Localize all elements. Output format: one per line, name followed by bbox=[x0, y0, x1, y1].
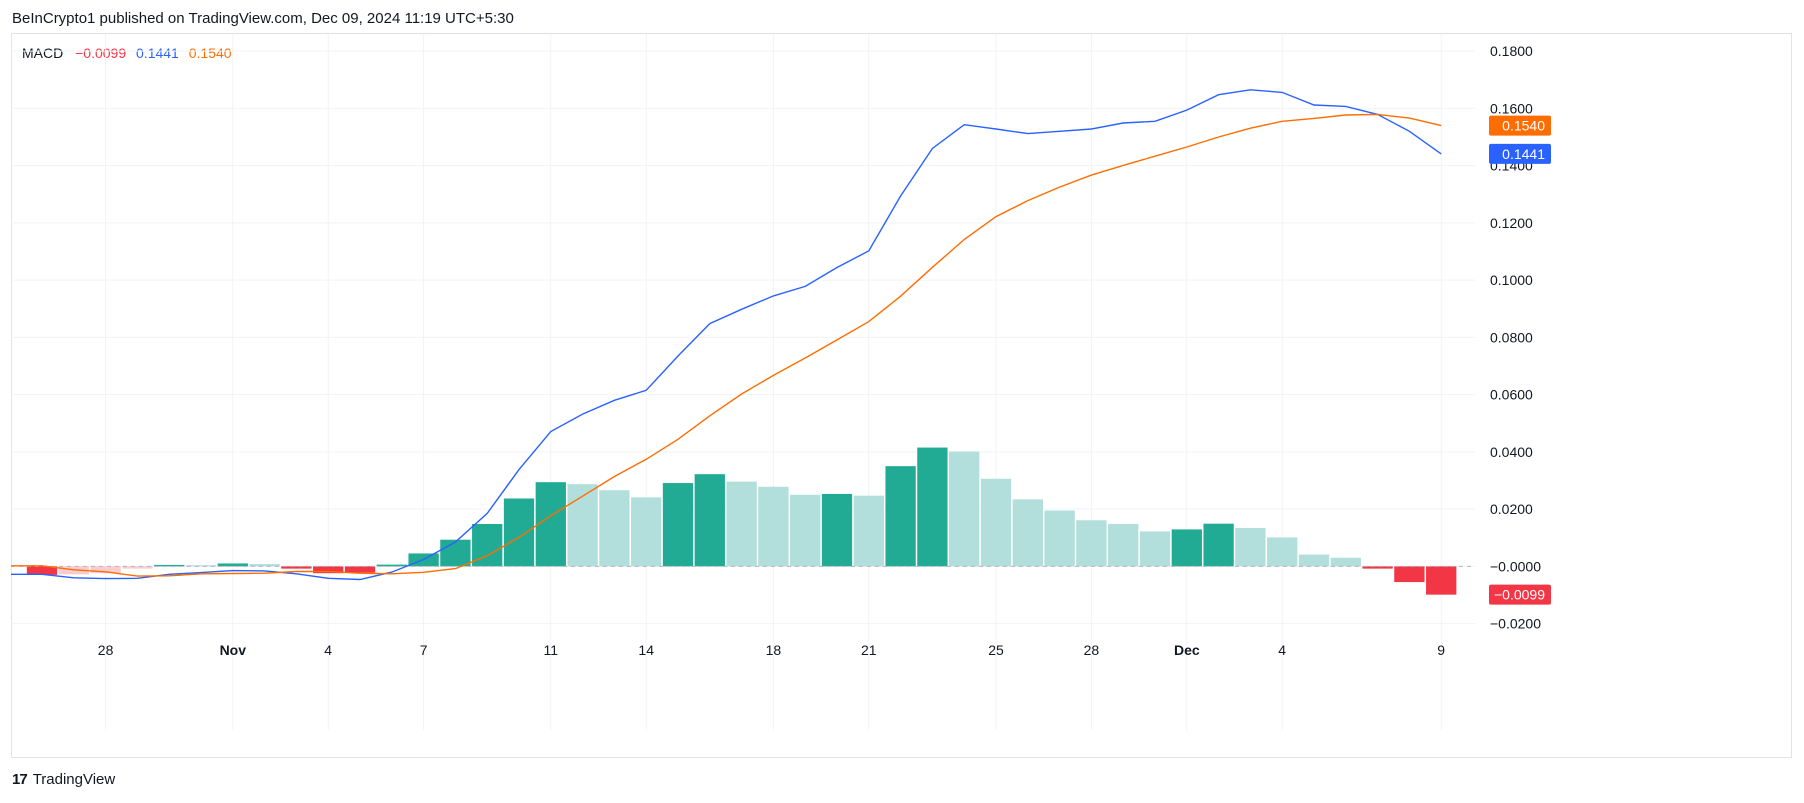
footer-brand-name: TradingView bbox=[32, 771, 116, 788]
histogram-bar-11 bbox=[376, 564, 407, 567]
histogram-bar-13 bbox=[440, 539, 471, 567]
x-tick-label-4: 11 bbox=[544, 642, 559, 658]
histogram-bar-27 bbox=[885, 466, 916, 567]
histogram-bar-25 bbox=[821, 493, 853, 567]
histogram-bar-39 bbox=[1267, 537, 1298, 567]
histogram-bar-36 bbox=[1171, 529, 1202, 567]
histogram-bar-33 bbox=[1076, 520, 1107, 567]
y-tick-label-7: 0.0400 bbox=[1490, 444, 1533, 460]
x-tick-label-3: 7 bbox=[420, 642, 428, 658]
histogram-bar-10 bbox=[344, 566, 376, 573]
histogram-bar-15 bbox=[503, 498, 535, 567]
grid-lines bbox=[11, 34, 1475, 730]
x-tick-label-10: Dec bbox=[1174, 642, 1200, 658]
price-badge-label-0: 0.1540 bbox=[1502, 118, 1545, 134]
x-tick-label-11: 4 bbox=[1278, 642, 1286, 658]
series-line-signal bbox=[11, 113, 1442, 577]
y-axis: 0.18000.16000.14000.12000.10000.08000.06… bbox=[1490, 43, 1541, 631]
footer-brand[interactable]: 17 TradingView bbox=[12, 771, 115, 788]
histogram-bar-28 bbox=[917, 447, 948, 567]
histogram-bar-16 bbox=[535, 482, 566, 567]
histogram-bar-2 bbox=[90, 566, 121, 574]
histogram-bar-37 bbox=[1203, 523, 1234, 567]
y-tick-label-1: 0.1600 bbox=[1490, 100, 1533, 116]
y-tick-label-8: 0.0200 bbox=[1490, 501, 1533, 517]
x-tick-label-8: 25 bbox=[988, 642, 1004, 658]
histogram-bar-5 bbox=[185, 565, 217, 567]
x-tick-label-7: 21 bbox=[861, 642, 877, 658]
legend-macd-value: 0.1441 bbox=[136, 45, 179, 61]
histogram-bars bbox=[26, 447, 1457, 595]
histogram-bar-7 bbox=[249, 564, 280, 567]
price-badge-label-2: −0.0099 bbox=[1494, 587, 1545, 603]
histogram-bar-38 bbox=[1235, 527, 1266, 567]
histogram-bar-35 bbox=[1139, 531, 1171, 567]
histogram-bar-0 bbox=[26, 566, 58, 575]
histogram-bar-32 bbox=[1044, 510, 1075, 567]
histogram-bar-41 bbox=[1330, 557, 1361, 567]
histogram-bar-17 bbox=[567, 484, 598, 567]
histogram-bar-30 bbox=[980, 478, 1012, 567]
series-line-macd bbox=[11, 89, 1442, 581]
x-tick-label-5: 14 bbox=[638, 642, 654, 658]
x-tick-label-1: Nov bbox=[220, 642, 247, 658]
histogram-bar-34 bbox=[1108, 523, 1139, 567]
histogram-bar-31 bbox=[1012, 499, 1043, 567]
histogram-bar-40 bbox=[1298, 554, 1330, 567]
histogram-bar-21 bbox=[694, 474, 725, 567]
histogram-bar-9 bbox=[313, 566, 344, 574]
histogram-bar-3 bbox=[122, 566, 153, 569]
histogram-bar-19 bbox=[631, 497, 662, 567]
histogram-bar-8 bbox=[281, 566, 312, 569]
histogram-bar-20 bbox=[662, 483, 694, 567]
y-tick-label-0: 0.1800 bbox=[1490, 43, 1533, 59]
price-badge-1 bbox=[1489, 143, 1551, 164]
histogram-bar-26 bbox=[853, 495, 884, 567]
histogram-bar-18 bbox=[599, 490, 630, 567]
y-tick-label-6: 0.0600 bbox=[1490, 387, 1533, 403]
price-badge-label-1: 0.1441 bbox=[1502, 146, 1545, 162]
x-tick-label-12: 9 bbox=[1437, 642, 1445, 658]
tradingview-logo-icon: 17 bbox=[12, 771, 28, 788]
histogram-bar-29 bbox=[949, 451, 980, 567]
histogram-bar-22 bbox=[726, 481, 757, 567]
y-tick-label-3: 0.1200 bbox=[1490, 215, 1533, 231]
x-tick-label-0: 28 bbox=[98, 642, 114, 658]
x-tick-label-6: 18 bbox=[766, 642, 782, 658]
chart-frame bbox=[11, 33, 1792, 758]
histogram-bar-6 bbox=[217, 563, 248, 567]
x-axis: 28 Nov 4 7 11 14 18 21 25 28 Dec 4 9 bbox=[98, 642, 1445, 658]
y-tick-label-9: −0.0000 bbox=[1490, 558, 1541, 574]
y-tick-label-10: −0.0200 bbox=[1490, 616, 1541, 632]
histogram-bar-4 bbox=[154, 564, 185, 567]
price-badges: 0.1540 0.1441 −0.0099 bbox=[1489, 115, 1551, 605]
price-badge-0 bbox=[1489, 115, 1551, 136]
histogram-bar-23 bbox=[758, 486, 789, 567]
indicator-legend[interactable]: MACD −0.0099 0.1441 0.1540 bbox=[22, 45, 240, 61]
legend-signal-value: 0.1540 bbox=[188, 45, 232, 61]
histogram-bar-43 bbox=[1394, 566, 1425, 583]
x-tick-label-2: 4 bbox=[324, 642, 332, 658]
histogram-bar-44 bbox=[1426, 566, 1457, 595]
y-tick-label-4: 0.1000 bbox=[1490, 272, 1533, 288]
histogram-bar-42 bbox=[1362, 566, 1393, 569]
price-badge-2 bbox=[1489, 584, 1551, 605]
legend-title: MACD bbox=[22, 45, 64, 61]
legend-hist-value: −0.0099 bbox=[75, 45, 127, 61]
publish-caption: BeInCrypto1 published on TradingView.com… bbox=[12, 10, 514, 27]
histogram-bar-24 bbox=[790, 494, 821, 567]
y-tick-label-5: 0.0800 bbox=[1490, 329, 1533, 345]
indicator-lines bbox=[11, 89, 1475, 581]
x-tick-label-9: 28 bbox=[1084, 642, 1100, 658]
